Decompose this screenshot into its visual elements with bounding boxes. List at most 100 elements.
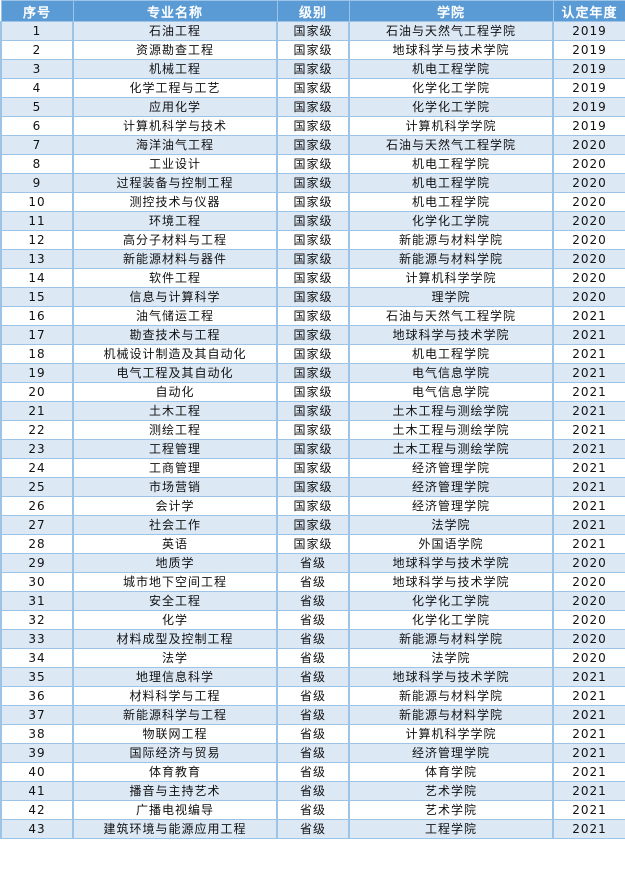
- cell-major: 电气工程及其自动化: [72, 363, 278, 383]
- table-row: 27 社会工作 国家级 法学院 2021: [0, 515, 625, 535]
- cell-year: 2021: [552, 477, 625, 497]
- cell-index: 10: [0, 192, 74, 212]
- cell-index: 23: [0, 439, 74, 459]
- cell-year: 2021: [552, 515, 625, 535]
- cell-year: 2019: [552, 116, 625, 136]
- cell-year: 2021: [552, 724, 625, 744]
- cell-level: 国家级: [276, 268, 350, 288]
- cell-college: 化学化工学院: [348, 78, 554, 98]
- cell-college: 经济管理学院: [348, 496, 554, 516]
- cell-index: 29: [0, 553, 74, 573]
- cell-major: 播音与主持艺术: [72, 781, 278, 801]
- cell-year: 2020: [552, 268, 625, 288]
- cell-major: 油气储运工程: [72, 306, 278, 326]
- table-row: 43 建筑环境与能源应用工程 省级 工程学院 2021: [0, 819, 625, 839]
- cell-major: 化学工程与工艺: [72, 78, 278, 98]
- cell-year: 2021: [552, 382, 625, 402]
- cell-major: 物联网工程: [72, 724, 278, 744]
- majors-table: 序号 专业名称 级别 学院 认定年度 1 石油工程 国家级 石油与天然气工程学院 201…: [0, 0, 625, 839]
- table-row: 30 城市地下空间工程 省级 地球科学与技术学院 2020: [0, 572, 625, 592]
- header-level: 级别: [276, 0, 350, 22]
- cell-major: 勘查技术与工程: [72, 325, 278, 345]
- table-row: 37 新能源科学与工程 省级 新能源与材料学院 2021: [0, 705, 625, 725]
- table-row: 18 机械设计制造及其自动化 国家级 机电工程学院 2021: [0, 344, 625, 364]
- cell-level: 省级: [276, 629, 350, 649]
- cell-major: 市场营销: [72, 477, 278, 497]
- cell-college: 体育学院: [348, 762, 554, 782]
- cell-index: 33: [0, 629, 74, 649]
- cell-level: 国家级: [276, 420, 350, 440]
- cell-level: 国家级: [276, 135, 350, 155]
- cell-level: 国家级: [276, 211, 350, 231]
- cell-college: 石油与天然气工程学院: [348, 306, 554, 326]
- cell-level: 国家级: [276, 249, 350, 269]
- cell-index: 3: [0, 59, 74, 79]
- cell-college: 地球科学与技术学院: [348, 553, 554, 573]
- cell-index: 40: [0, 762, 74, 782]
- header-major: 专业名称: [72, 0, 278, 22]
- cell-major: 石油工程: [72, 21, 278, 41]
- cell-level: 国家级: [276, 458, 350, 478]
- cell-index: 6: [0, 116, 74, 136]
- cell-major: 法学: [72, 648, 278, 668]
- cell-index: 35: [0, 667, 74, 687]
- cell-level: 国家级: [276, 230, 350, 250]
- cell-year: 2021: [552, 743, 625, 763]
- cell-year: 2020: [552, 173, 625, 193]
- cell-year: 2020: [552, 230, 625, 250]
- cell-level: 省级: [276, 800, 350, 820]
- cell-major: 测控技术与仪器: [72, 192, 278, 212]
- table-row: 22 测绘工程 国家级 土木工程与测绘学院 2021: [0, 420, 625, 440]
- cell-major: 软件工程: [72, 268, 278, 288]
- table-row: 14 软件工程 国家级 计算机科学学院 2020: [0, 268, 625, 288]
- cell-year: 2021: [552, 667, 625, 687]
- cell-college: 电气信息学院: [348, 382, 554, 402]
- cell-college: 工程学院: [348, 819, 554, 839]
- cell-college: 地球科学与技术学院: [348, 40, 554, 60]
- table-row: 42 广播电视编导 省级 艺术学院 2021: [0, 800, 625, 820]
- table-row: 39 国际经济与贸易 省级 经济管理学院 2021: [0, 743, 625, 763]
- cell-year: 2020: [552, 629, 625, 649]
- cell-college: 新能源与材料学院: [348, 230, 554, 250]
- cell-college: 经济管理学院: [348, 743, 554, 763]
- cell-level: 省级: [276, 648, 350, 668]
- cell-index: 4: [0, 78, 74, 98]
- cell-year: 2021: [552, 344, 625, 364]
- cell-major: 海洋油气工程: [72, 135, 278, 155]
- cell-level: 省级: [276, 724, 350, 744]
- cell-year: 2021: [552, 439, 625, 459]
- cell-major: 体育教育: [72, 762, 278, 782]
- table-row: 1 石油工程 国家级 石油与天然气工程学院 2019: [0, 21, 625, 41]
- cell-index: 13: [0, 249, 74, 269]
- cell-level: 国家级: [276, 515, 350, 535]
- cell-major: 广播电视编导: [72, 800, 278, 820]
- cell-year: 2020: [552, 553, 625, 573]
- cell-college: 理学院: [348, 287, 554, 307]
- table-row: 4 化学工程与工艺 国家级 化学化工学院 2019: [0, 78, 625, 98]
- cell-college: 计算机科学学院: [348, 116, 554, 136]
- cell-level: 国家级: [276, 344, 350, 364]
- cell-college: 机电工程学院: [348, 192, 554, 212]
- cell-college: 化学化工学院: [348, 211, 554, 231]
- cell-index: 32: [0, 610, 74, 630]
- cell-level: 国家级: [276, 97, 350, 117]
- cell-year: 2019: [552, 59, 625, 79]
- cell-index: 7: [0, 135, 74, 155]
- cell-major: 安全工程: [72, 591, 278, 611]
- cell-index: 27: [0, 515, 74, 535]
- cell-index: 14: [0, 268, 74, 288]
- cell-index: 25: [0, 477, 74, 497]
- cell-major: 机械设计制造及其自动化: [72, 344, 278, 364]
- cell-index: 34: [0, 648, 74, 668]
- table-row: 9 过程装备与控制工程 国家级 机电工程学院 2020: [0, 173, 625, 193]
- cell-major: 新能源科学与工程: [72, 705, 278, 725]
- table-row: 31 安全工程 省级 化学化工学院 2020: [0, 591, 625, 611]
- cell-college: 地球科学与技术学院: [348, 667, 554, 687]
- table-row: 7 海洋油气工程 国家级 石油与天然气工程学院 2020: [0, 135, 625, 155]
- cell-major: 测绘工程: [72, 420, 278, 440]
- table-row: 15 信息与计算科学 国家级 理学院 2020: [0, 287, 625, 307]
- table-row: 36 材料科学与工程 省级 新能源与材料学院 2021: [0, 686, 625, 706]
- cell-index: 11: [0, 211, 74, 231]
- cell-year: 2021: [552, 496, 625, 516]
- cell-index: 26: [0, 496, 74, 516]
